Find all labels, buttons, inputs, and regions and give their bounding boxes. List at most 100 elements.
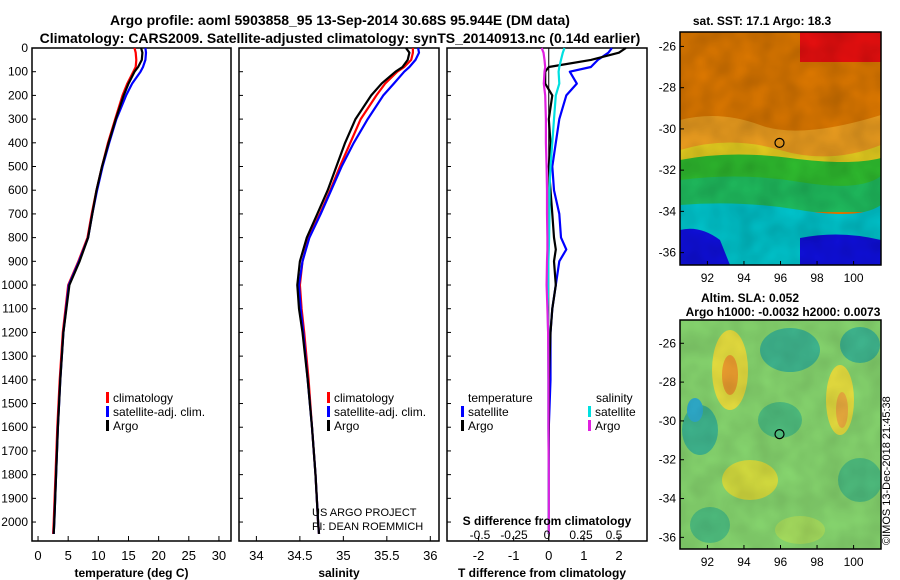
climatology-subtitle: Climatology: CARS2009. Satellite-adjuste… xyxy=(39,30,641,46)
salinity-legend: climatology satellite-adj. clim. Argo xyxy=(327,391,426,433)
legend-label-satellite: satellite-adj. clim. xyxy=(113,405,205,419)
pressure-tick-label: 300 xyxy=(8,112,28,126)
s-diff-tick-4: 0.25 xyxy=(569,528,593,542)
sla-lat-tick-label: -34 xyxy=(659,492,677,506)
pressure-tick-label: 1300 xyxy=(1,349,28,363)
x-tick-label: 34 xyxy=(249,548,263,563)
x-axis-label: temperature (deg C) xyxy=(74,566,188,580)
credit-project: US ARGO PROJECT xyxy=(312,507,417,519)
pressure-tick-label: 1500 xyxy=(1,397,28,411)
sst-lat-tick-label: -34 xyxy=(659,204,677,218)
legend-swatch-climatology xyxy=(327,392,330,403)
series-line-salinity-argo xyxy=(540,47,550,534)
difference-panel-frame xyxy=(446,47,648,542)
pressure-tick-label: 1000 xyxy=(1,278,28,292)
sst-lat-tick-label: -36 xyxy=(659,246,677,260)
salinity-panel-frame xyxy=(238,47,440,542)
pressure-tick-label: 600 xyxy=(8,183,28,197)
s-difference-axis: S difference from climatology -0.5 -0.25… xyxy=(463,514,632,542)
s-diff-tick-5: 0.5 xyxy=(606,528,623,542)
pressure-tick-label: 100 xyxy=(8,65,28,79)
legend-label-sal-argo: Argo xyxy=(595,419,621,433)
series-line-argo xyxy=(296,47,411,534)
x-tick-label: -1 xyxy=(508,548,520,563)
legend-label-temp-argo: Argo xyxy=(468,419,494,433)
sst-lat-tick-label: -28 xyxy=(659,81,677,95)
sst-lon-tick-label: 92 xyxy=(701,271,715,285)
pressure-tick-label: 2000 xyxy=(1,515,28,529)
pressure-tick-label: 900 xyxy=(8,254,28,268)
pressure-tick-label: 1800 xyxy=(1,468,28,482)
sla-map-subtitle: Argo h1000: -0.0032 h2000: 0.0073 xyxy=(686,305,881,319)
x-tick-label: 2 xyxy=(615,548,622,563)
pressure-tick-label: 1600 xyxy=(1,420,28,434)
difference-from-climatology-chart: -2 -1 0 1 2 T difference from climatology xyxy=(458,47,627,580)
x-tick-label: 0 xyxy=(34,548,41,563)
sla-lat-tick-label: -26 xyxy=(659,336,677,350)
temperature-profile-chart: 0 5 10 15 20 25 30 temperature (deg C) xyxy=(34,47,226,580)
sst-map-title: sat. SST: 17.1 Argo: 18.3 xyxy=(693,14,832,28)
sla-lat-tick-label: -28 xyxy=(659,375,677,389)
sst-map xyxy=(679,31,882,266)
pressure-tick-label: 0 xyxy=(21,41,28,55)
pressure-axis: 0 100 200 300 400 500 600 700 800 900 1000 1100 1200… xyxy=(1,41,451,529)
pressure-tick-label: 200 xyxy=(8,88,28,102)
sla-lon-tick-label: 98 xyxy=(810,555,824,569)
imos-timestamp: ©IMOS 13-Dec-2018 21:45:38 xyxy=(881,396,893,545)
sst-lon-tick-label: 96 xyxy=(774,271,788,285)
legend-swatch-temp-satellite xyxy=(461,406,464,417)
legend-label-climatology: climatology xyxy=(334,391,394,405)
pressure-tick-label: 1200 xyxy=(1,325,28,339)
series-line-argo xyxy=(52,47,144,534)
x-axis-label: salinity xyxy=(318,566,360,580)
sst-argo-marker xyxy=(774,137,785,148)
sla-lon-tick-label: 92 xyxy=(701,555,715,569)
sst-lon-tick-label: 98 xyxy=(810,271,824,285)
x-tick-label: 20 xyxy=(151,548,165,563)
x-tick-label: 34.5 xyxy=(287,548,312,563)
x-tick-label: 25 xyxy=(182,548,196,563)
sla-lat-tick-label: -36 xyxy=(659,530,677,544)
sla-argo-marker xyxy=(774,429,785,440)
legend-label-climatology: climatology xyxy=(113,391,173,405)
x-tick-label: 10 xyxy=(91,548,105,563)
difference-legend: temperature salinity satellite Argo sate… xyxy=(461,391,636,433)
x-axis-label: T difference from climatology xyxy=(458,566,626,580)
salinity-profile-chart: 34 34.5 35 35.5 36 salinity xyxy=(249,47,438,580)
series-line-salinity-satellite xyxy=(546,47,566,534)
sla-lon-tick-label: 100 xyxy=(844,555,864,569)
sst-lat-tick-label: -32 xyxy=(659,163,677,177)
sst-lon-tick-label: 94 xyxy=(737,271,751,285)
credit-pi: PI: DEAN ROEMMICH xyxy=(312,521,423,533)
s-diff-tick-1: -0.5 xyxy=(470,528,491,542)
x-tick-label: 35.5 xyxy=(374,548,399,563)
legend-label-sal-satellite: satellite xyxy=(595,405,636,419)
profile-title: Argo profile: aoml 5903858_95 13-Sep-201… xyxy=(110,12,570,28)
x-tick-label: 1 xyxy=(580,548,587,563)
pressure-tick-label: 400 xyxy=(8,136,28,150)
legend-swatch-sal-argo xyxy=(588,420,591,431)
sla-texture xyxy=(680,320,881,549)
pressure-tick-label: 500 xyxy=(8,160,28,174)
s-difference-label: S difference from climatology xyxy=(463,514,632,528)
legend-label-temp-satellite: satellite xyxy=(468,405,509,419)
sst-lat-tick-label: -30 xyxy=(659,122,677,136)
x-tick-label: 5 xyxy=(65,548,72,563)
pressure-tick-label: 1900 xyxy=(1,491,28,505)
sla-lon-tick-label: 94 xyxy=(737,555,751,569)
legend-swatch-argo xyxy=(327,420,330,431)
pressure-tick-label: 1100 xyxy=(2,302,28,316)
x-tick-label: 15 xyxy=(121,548,135,563)
legend-label-satellite: satellite-adj. clim. xyxy=(334,405,426,419)
legend-swatch-temp-argo xyxy=(461,420,464,431)
sst-lon-tick-label: 100 xyxy=(844,271,864,285)
pressure-tick-label: 1400 xyxy=(1,373,28,387)
x-tick-label: 36 xyxy=(423,548,437,563)
sla-lat-tick-label: -32 xyxy=(659,453,677,467)
legend-swatch-argo xyxy=(106,420,109,431)
sla-lat-tick-label: -30 xyxy=(659,414,677,428)
legend-swatch-sal-satellite xyxy=(588,406,591,417)
s-diff-tick-3: 0 xyxy=(544,528,551,542)
sla-map xyxy=(679,319,882,550)
pressure-tick-label: 700 xyxy=(8,207,28,221)
